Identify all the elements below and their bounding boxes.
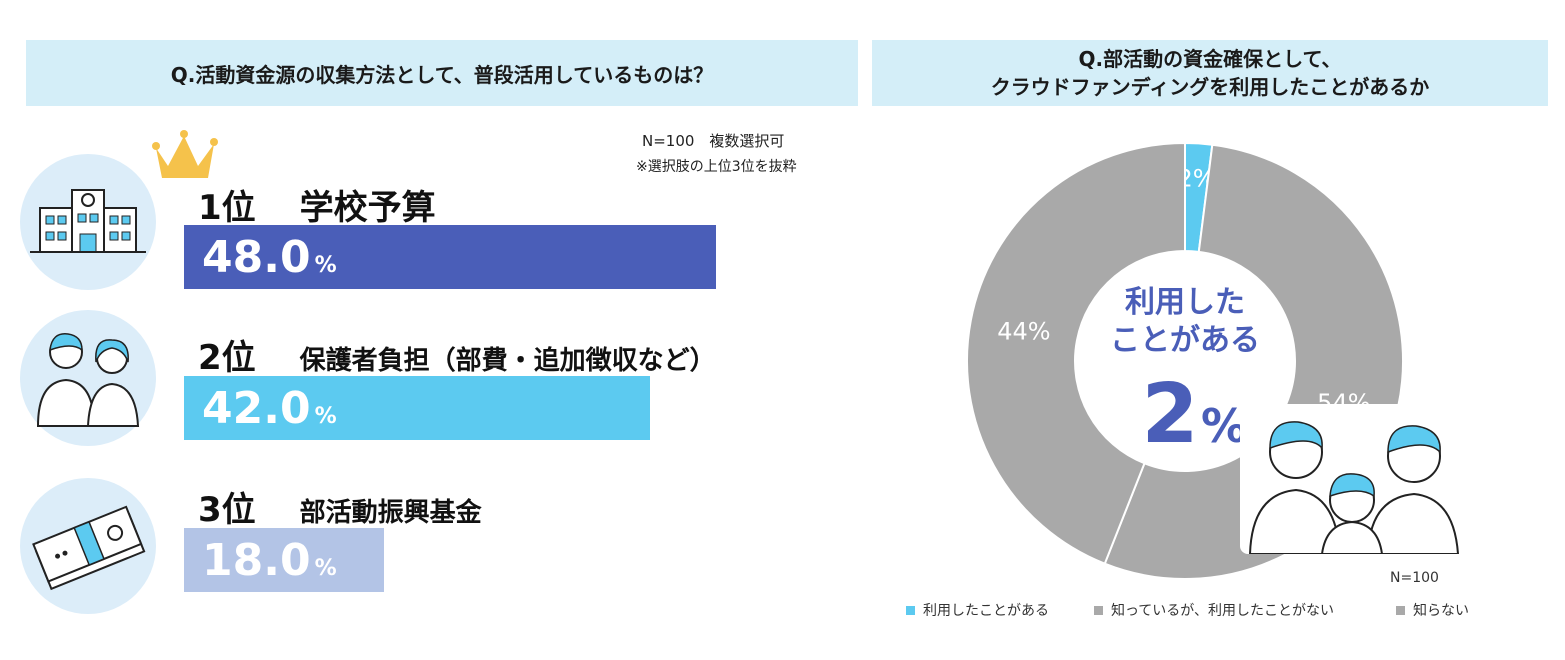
parents-icon-circle [20,310,156,446]
bar-rank-1-value: 48.0 [202,231,311,283]
rank-1-label: 学校予算 [299,188,436,228]
parents-icon [36,333,140,427]
selection-note: ※選択肢の上位3位を抜粋 [636,159,797,175]
legend-item-unknown: 知らない [1396,600,1469,620]
banknotes-icon [32,505,146,591]
rank-2-heading: 2位 保護者負担（部費・追加徴収など） [198,330,716,379]
donut-slice-unknown [966,141,1186,565]
legend-item-used: 利用したことがある [906,600,1049,620]
bar-rank-2-value: 42.0 [202,382,311,434]
rank-1-heading: 1位 学校予算 [198,180,436,229]
n-note-right: N=100 [1390,570,1439,586]
bar-rank-3-unit: % [314,555,337,581]
left-question-text: Q.活動資金源の収集方法として、普段活用しているものは？ [170,62,714,87]
rank-3-label: 部活動振興基金 [299,498,482,528]
legend-label-unknown: 知らない [1413,603,1469,619]
donut-center-unit: % [1201,399,1247,453]
rank-1-number: 1位 [198,188,256,228]
school-building-icon [30,189,146,253]
donut-label-unknown: 44% [997,317,1050,345]
left-question-banner: Q.活動資金源の収集方法として、普段活用しているものは？ [26,40,858,106]
bar-rank-2: 42.0% [184,376,650,440]
crown-icon [152,130,218,178]
banknotes-icon-circle [20,478,156,614]
bar-rank-1: 48.0% [184,225,716,289]
rank-2-number: 2位 [198,338,256,378]
right-question-line1: Q.部活動の資金確保として、 [1078,47,1342,71]
bar-rank-3-value: 18.0 [202,534,311,586]
legend-swatch-known-not-used [1094,605,1103,615]
n-note-left: N=100 複数選択可 [642,132,785,150]
right-question-banner: Q.部活動の資金確保として、 クラウドファンディングを利用したことがあるか [872,40,1548,106]
right-question-line2: クラウドファンディングを利用したことがあるか [990,75,1430,99]
donut-center-line1: 利用した [1125,285,1245,320]
legend-item-known-not-used: 知っているが、利用したことがない [1094,600,1334,620]
rank-3-number: 3位 [198,490,256,530]
legend-swatch-used [906,605,915,615]
legend-swatch-unknown [1396,605,1405,615]
bar-rank-2-unit: % [314,403,337,429]
school-icon-circle [20,154,156,290]
bar-rank-3: 18.0% [184,528,384,592]
rank-3-heading: 3位 部活動振興基金 [198,482,482,531]
thinking-people-icon [1240,404,1462,554]
donut-center-value: 2 [1141,367,1198,462]
legend-label-used: 利用したことがある [923,603,1049,619]
donut-center-line2: ことがある [1110,323,1260,358]
legend-label-known-not-used: 知っているが、利用したことがない [1111,603,1335,619]
bar-rank-1-unit: % [314,252,337,278]
rank-2-label: 保護者負担（部費・追加徴収など） [299,346,716,376]
